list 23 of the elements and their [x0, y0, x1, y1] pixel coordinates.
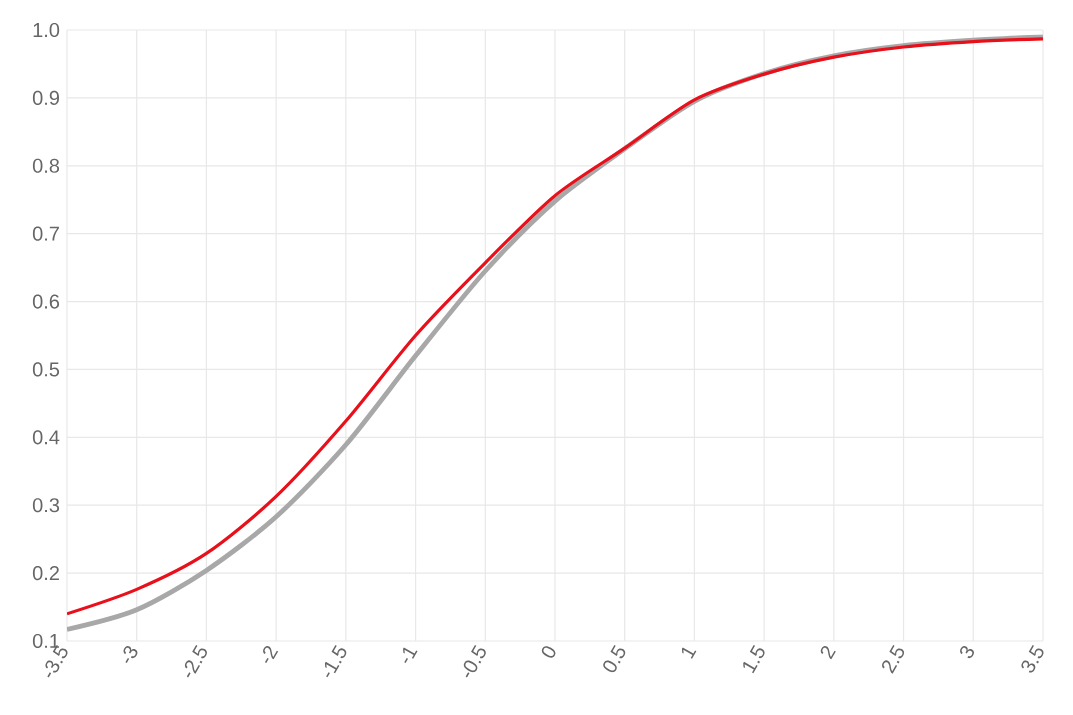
x-tick-label: 3	[960, 645, 974, 659]
y-tick-label: 0.8	[32, 158, 60, 173]
x-tick-label: 0.5	[603, 645, 626, 673]
x-tick-label: -1	[403, 647, 418, 663]
y-tick-label: 1.0	[33, 22, 60, 38]
x-tick-label: -2	[263, 645, 279, 663]
x-tick-label: 2.5	[882, 645, 905, 674]
x-tick-label: 1.5	[743, 645, 765, 674]
x-tick-label: 1	[681, 647, 697, 659]
x-tick-label: 3.5	[1021, 645, 1044, 673]
x-tick-label: -2.5	[184, 645, 207, 678]
y-tick-label: 0.9	[32, 90, 60, 105]
y-tick-label: 0.2	[32, 566, 59, 581]
y-tick-label: 0.7	[32, 226, 59, 241]
y-tick-label: 0.4	[32, 430, 60, 445]
x-tick-label: 0	[541, 646, 556, 658]
y-tick-label: 0.6	[32, 294, 60, 309]
y-tick-label: 0.5	[32, 362, 60, 377]
x-tick-label: -0.5	[463, 645, 486, 678]
x-tick-label: 2	[820, 645, 836, 660]
x-tick-label: -3	[123, 645, 138, 663]
y-tick-label: 0.3	[32, 498, 60, 513]
x-tick-label: -1.5	[324, 645, 347, 678]
